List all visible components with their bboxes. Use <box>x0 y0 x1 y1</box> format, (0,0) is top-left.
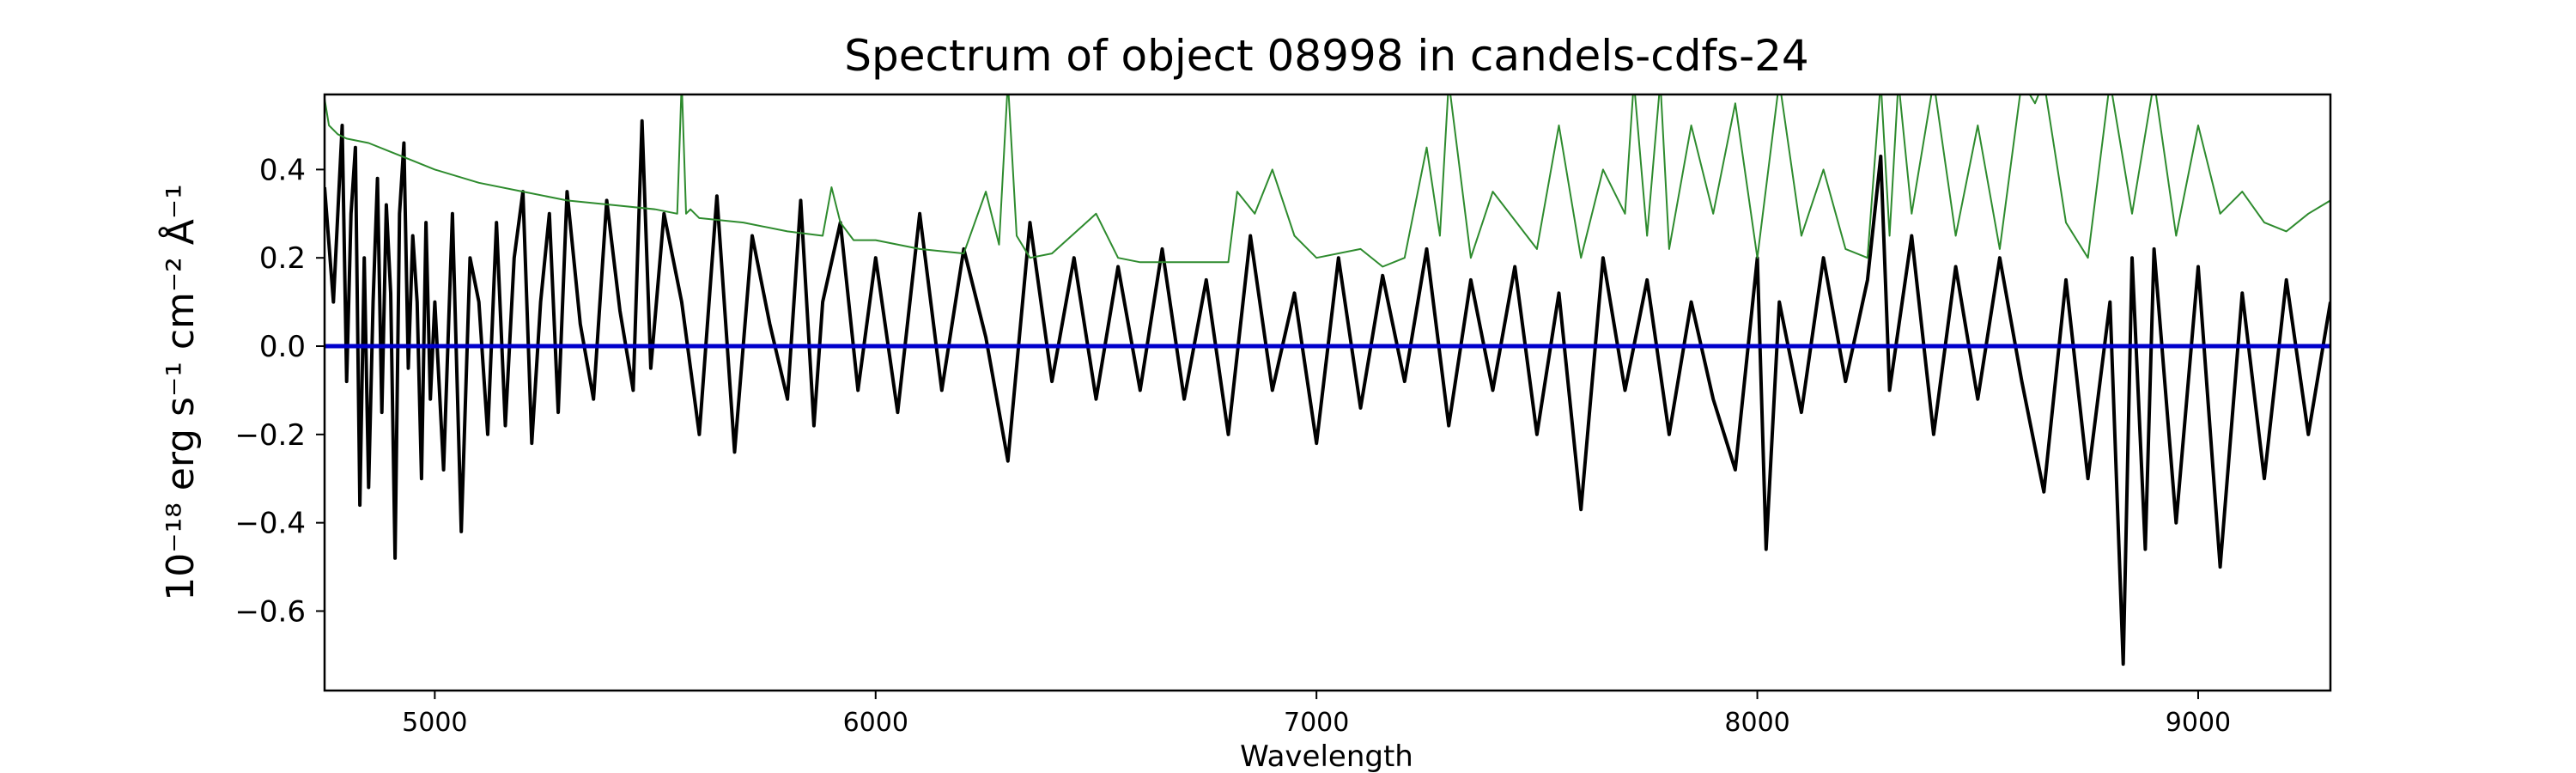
series-line-0 <box>325 119 2330 666</box>
y-axis: −0.6 −0.4 −0.2 0.0 0.2 0.4 <box>234 153 325 629</box>
y-tick-label-2: −0.2 <box>234 418 306 453</box>
y-axis-label: 10⁻¹⁸ erg s⁻¹ cm⁻² Å⁻¹ <box>157 184 203 600</box>
chart-title: Spectrum of object 08998 in candels-cdfs… <box>844 31 1809 81</box>
x-tick-label-1: 6000 <box>843 708 908 738</box>
y-tick-label-5: 0.4 <box>259 153 306 187</box>
series-line-1 <box>325 94 2330 268</box>
plot-area <box>323 93 2332 692</box>
series-layer <box>325 94 2330 666</box>
x-tick-label-3: 8000 <box>1724 708 1789 738</box>
y-tick-label-3: 0.0 <box>259 330 306 364</box>
x-tick-label-0: 5000 <box>402 708 467 738</box>
x-tick-label-4: 9000 <box>2166 708 2231 738</box>
y-tick-label-0: −0.6 <box>234 594 306 629</box>
plot-frame <box>323 93 2332 692</box>
y-tick-label-1: −0.4 <box>234 507 306 541</box>
x-axis: 5000 6000 7000 8000 9000 <box>402 691 2231 738</box>
x-axis-label: Wavelength <box>1240 740 1413 773</box>
y-tick-label-4: 0.2 <box>259 241 306 276</box>
x-tick-label-2: 7000 <box>1284 708 1349 738</box>
